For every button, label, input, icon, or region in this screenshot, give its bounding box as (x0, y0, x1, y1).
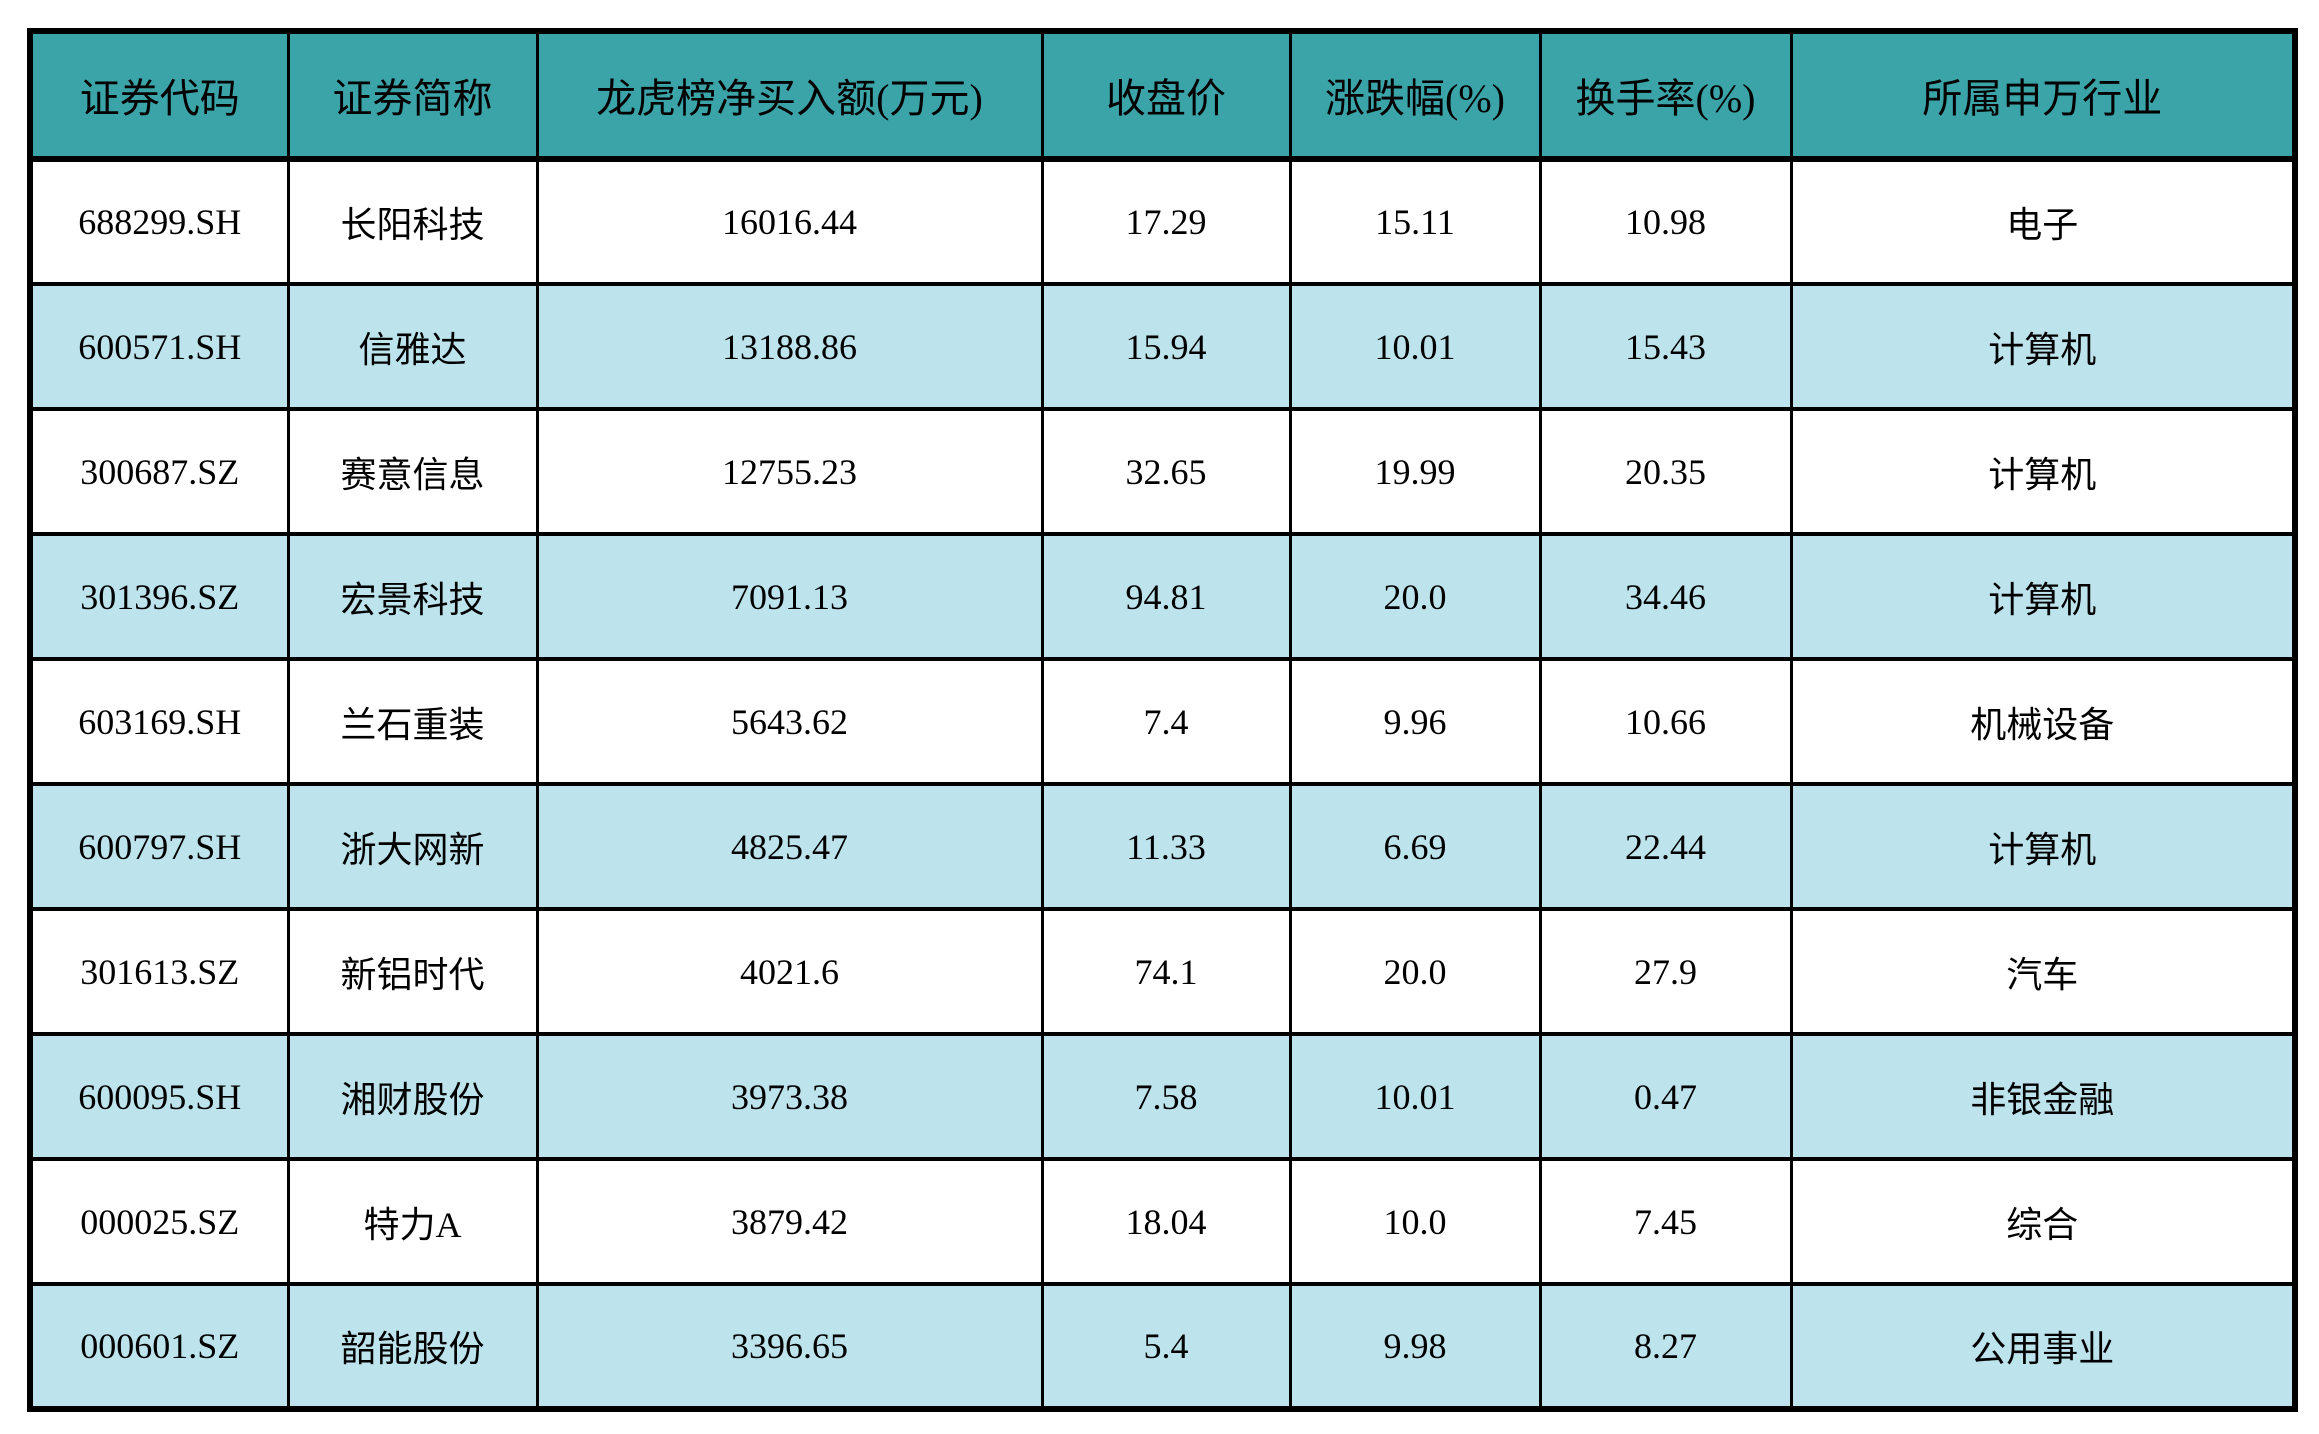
cell-net-buy: 7091.13 (535, 532, 1044, 661)
cell-close-price: 15.94 (1040, 282, 1292, 411)
cell-name: 新铝时代 (286, 907, 539, 1036)
cell-turnover-pct: 7.45 (1538, 1157, 1793, 1286)
column-header-code: 证券代码 (28, 29, 290, 162)
table-row: 000601.SZ 韶能股份 3396.65 5.4 9.98 8.27 公用事… (28, 1282, 2297, 1411)
table-row: 600571.SH 信雅达 13188.86 15.94 10.01 15.43… (28, 282, 2297, 411)
table-row: 600095.SH 湘财股份 3973.38 7.58 10.01 0.47 非… (28, 1032, 2297, 1161)
cell-industry: 计算机 (1789, 407, 2297, 536)
table-row: 600797.SH 浙大网新 4825.47 11.33 6.69 22.44 … (28, 782, 2297, 911)
cell-name: 信雅达 (286, 282, 539, 411)
column-header-net-buy: 龙虎榜净买入额(万元) (535, 29, 1044, 162)
cell-turnover-pct: 15.43 (1538, 282, 1793, 411)
cell-net-buy: 3973.38 (535, 1032, 1044, 1161)
cell-close-price: 74.1 (1040, 907, 1292, 1036)
cell-industry: 机械设备 (1789, 657, 2297, 786)
cell-code: 600571.SH (28, 282, 290, 411)
cell-change-pct: 10.01 (1288, 1032, 1542, 1161)
cell-net-buy: 4825.47 (535, 782, 1044, 911)
cell-net-buy: 13188.86 (535, 282, 1044, 411)
cell-close-price: 94.81 (1040, 532, 1292, 661)
cell-turnover-pct: 27.9 (1538, 907, 1793, 1036)
column-header-change-pct: 涨跌幅(%) (1288, 29, 1542, 162)
column-header-close-price: 收盘价 (1040, 29, 1292, 162)
table-row: 301396.SZ 宏景科技 7091.13 94.81 20.0 34.46 … (28, 532, 2297, 661)
cell-code: 300687.SZ (28, 407, 290, 536)
header-row: 证券代码 证券简称 龙虎榜净买入额(万元) 收盘价 涨跌幅(%) 换手率(%) … (28, 29, 2297, 162)
cell-net-buy: 4021.6 (535, 907, 1044, 1036)
cell-name: 特力A (286, 1157, 539, 1286)
cell-close-price: 5.4 (1040, 1282, 1292, 1411)
cell-close-price: 18.04 (1040, 1157, 1292, 1286)
cell-code: 600797.SH (28, 782, 290, 911)
cell-turnover-pct: 20.35 (1538, 407, 1793, 536)
cell-change-pct: 9.98 (1288, 1282, 1542, 1411)
cell-turnover-pct: 10.66 (1538, 657, 1793, 786)
cell-change-pct: 10.0 (1288, 1157, 1542, 1286)
cell-code: 000025.SZ (28, 1157, 290, 1286)
cell-close-price: 32.65 (1040, 407, 1292, 536)
cell-code: 301396.SZ (28, 532, 290, 661)
cell-close-price: 7.58 (1040, 1032, 1292, 1161)
cell-turnover-pct: 22.44 (1538, 782, 1793, 911)
column-header-industry: 所属申万行业 (1789, 29, 2297, 162)
cell-industry: 计算机 (1789, 282, 2297, 411)
cell-turnover-pct: 0.47 (1538, 1032, 1793, 1161)
cell-name: 长阳科技 (286, 157, 539, 286)
cell-net-buy: 3396.65 (535, 1282, 1044, 1411)
table-row: 688299.SH 长阳科技 16016.44 17.29 15.11 10.9… (28, 157, 2297, 286)
cell-code: 603169.SH (28, 657, 290, 786)
cell-close-price: 11.33 (1040, 782, 1292, 911)
table-body: 688299.SH 长阳科技 16016.44 17.29 15.11 10.9… (28, 157, 2297, 1411)
table-row: 000025.SZ 特力A 3879.42 18.04 10.0 7.45 综合 (28, 1157, 2297, 1286)
cell-change-pct: 20.0 (1288, 532, 1542, 661)
cell-turnover-pct: 10.98 (1538, 157, 1793, 286)
cell-name: 赛意信息 (286, 407, 539, 536)
cell-net-buy: 12755.23 (535, 407, 1044, 536)
cell-change-pct: 10.01 (1288, 282, 1542, 411)
cell-industry: 公用事业 (1789, 1282, 2297, 1411)
cell-name: 宏景科技 (286, 532, 539, 661)
cell-name: 浙大网新 (286, 782, 539, 911)
cell-change-pct: 20.0 (1288, 907, 1542, 1036)
cell-turnover-pct: 34.46 (1538, 532, 1793, 661)
cell-name: 韶能股份 (286, 1282, 539, 1411)
cell-close-price: 17.29 (1040, 157, 1292, 286)
cell-change-pct: 19.99 (1288, 407, 1542, 536)
cell-net-buy: 3879.42 (535, 1157, 1044, 1286)
cell-turnover-pct: 8.27 (1538, 1282, 1793, 1411)
cell-industry: 综合 (1789, 1157, 2297, 1286)
cell-close-price: 7.4 (1040, 657, 1292, 786)
cell-name: 兰石重装 (286, 657, 539, 786)
table-row: 301613.SZ 新铝时代 4021.6 74.1 20.0 27.9 汽车 (28, 907, 2297, 1036)
cell-industry: 非银金融 (1789, 1032, 2297, 1161)
cell-net-buy: 5643.62 (535, 657, 1044, 786)
cell-change-pct: 6.69 (1288, 782, 1542, 911)
cell-net-buy: 16016.44 (535, 157, 1044, 286)
cell-code: 600095.SH (28, 1032, 290, 1161)
stock-table: 证券代码 证券简称 龙虎榜净买入额(万元) 收盘价 涨跌幅(%) 换手率(%) … (27, 28, 2298, 1412)
cell-code: 000601.SZ (28, 1282, 290, 1411)
cell-code: 688299.SH (28, 157, 290, 286)
table-row: 603169.SH 兰石重装 5643.62 7.4 9.96 10.66 机械… (28, 657, 2297, 786)
table-row: 300687.SZ 赛意信息 12755.23 32.65 19.99 20.3… (28, 407, 2297, 536)
cell-change-pct: 15.11 (1288, 157, 1542, 286)
cell-industry: 汽车 (1789, 907, 2297, 1036)
cell-industry: 电子 (1789, 157, 2297, 286)
column-header-name: 证券简称 (286, 29, 539, 162)
cell-name: 湘财股份 (286, 1032, 539, 1161)
column-header-turnover-pct: 换手率(%) (1538, 29, 1793, 162)
cell-industry: 计算机 (1789, 532, 2297, 661)
table-header: 证券代码 证券简称 龙虎榜净买入额(万元) 收盘价 涨跌幅(%) 换手率(%) … (28, 29, 2297, 162)
cell-code: 301613.SZ (28, 907, 290, 1036)
cell-change-pct: 9.96 (1288, 657, 1542, 786)
cell-industry: 计算机 (1789, 782, 2297, 911)
